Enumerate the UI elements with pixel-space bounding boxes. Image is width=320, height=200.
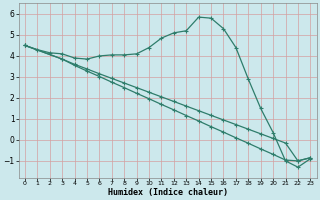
X-axis label: Humidex (Indice chaleur): Humidex (Indice chaleur) bbox=[108, 188, 228, 197]
